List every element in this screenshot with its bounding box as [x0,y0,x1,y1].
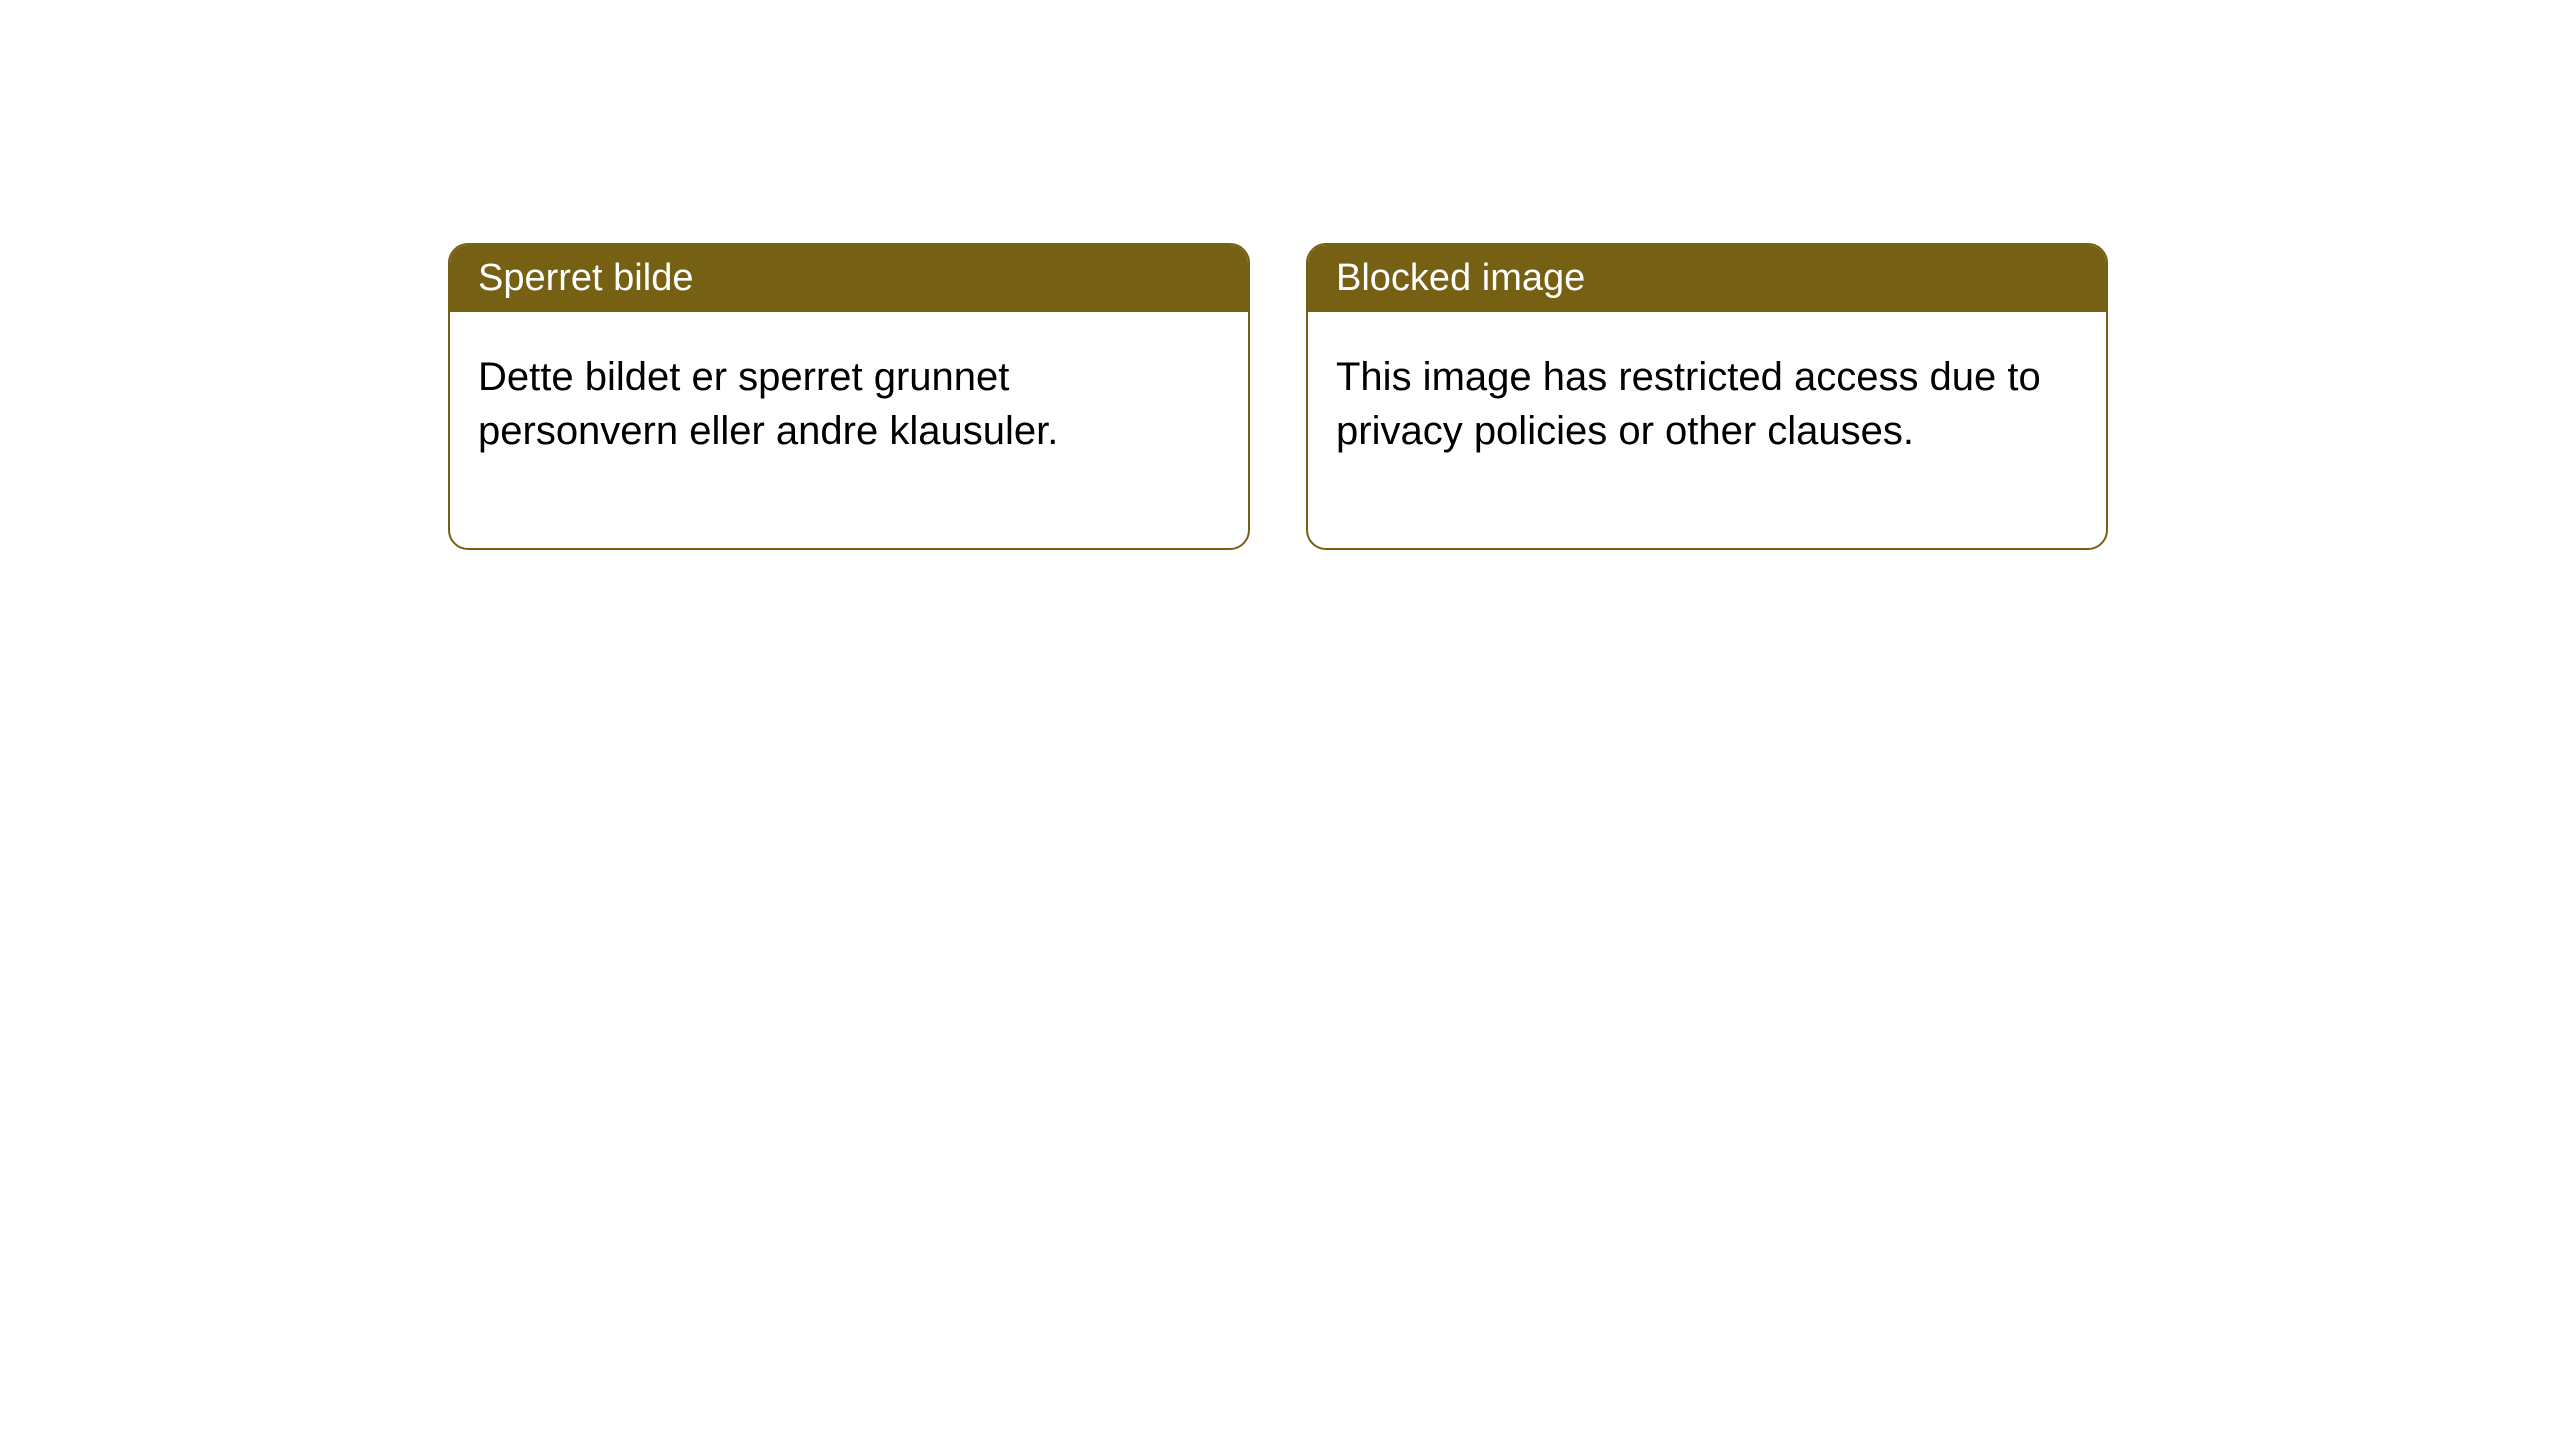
card-container: Sperret bilde Dette bildet er sperret gr… [0,0,2560,550]
card-text-en: This image has restricted access due to … [1336,355,2041,453]
card-title-no: Sperret bilde [478,257,693,299]
blocked-image-card-no: Sperret bilde Dette bildet er sperret gr… [448,243,1250,550]
card-header-no: Sperret bilde [450,245,1248,312]
card-title-en: Blocked image [1336,257,1585,299]
blocked-image-card-en: Blocked image This image has restricted … [1306,243,2108,550]
card-body-en: This image has restricted access due to … [1308,312,2106,548]
card-text-no: Dette bildet er sperret grunnet personve… [478,355,1058,453]
card-header-en: Blocked image [1308,245,2106,312]
card-body-no: Dette bildet er sperret grunnet personve… [450,312,1248,548]
